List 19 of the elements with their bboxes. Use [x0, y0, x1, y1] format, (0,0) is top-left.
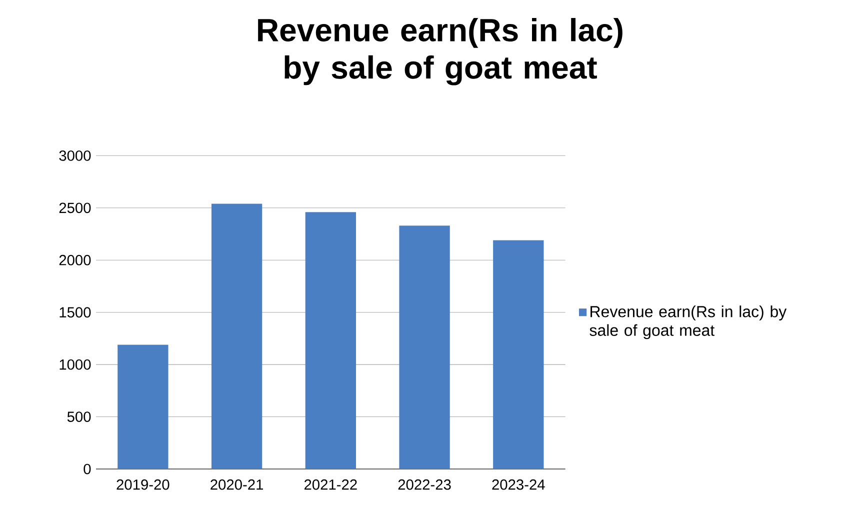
bar	[493, 240, 544, 469]
y-tick-label: 2500	[59, 202, 91, 214]
x-tick-label: 2020-21	[210, 479, 263, 490]
bar	[211, 204, 262, 469]
bar	[305, 212, 356, 469]
y-tick-label: 0	[84, 464, 91, 474]
x-tick-label: 2021-22	[304, 479, 357, 490]
x-tick-label: 2022-23	[398, 479, 451, 490]
x-tick-label: 2019-20	[116, 479, 170, 490]
y-tick-label: 3000	[59, 150, 91, 161]
y-tick-label: 1000	[60, 359, 91, 370]
chart-title: Revenue earn(Rs in lac) by sale of goat meat	[258, 18, 622, 86]
y-tick-label: 500	[67, 412, 91, 422]
legend-label: Revenue earn(Rs in lac) by sale of goat meat	[590, 306, 787, 340]
y-tick-label: 2000	[59, 254, 91, 266]
bar	[399, 226, 450, 469]
y-tick-label: 1500	[60, 307, 91, 318]
x-tick-label: 2023-24	[492, 479, 545, 490]
bar	[118, 344, 168, 469]
